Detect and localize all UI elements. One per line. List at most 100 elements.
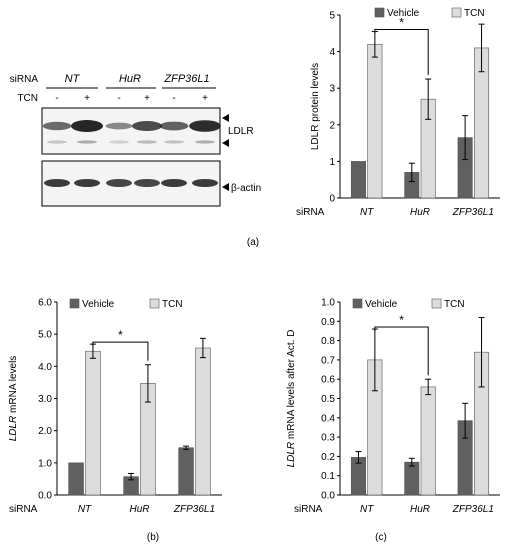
y-tick-label: 5.0 <box>38 330 52 341</box>
y-tick-label: 0.6 <box>321 375 335 386</box>
y-tick-label: 0.1 <box>321 471 335 482</box>
chart-c-mrna-after-actd: 0.0 0.1 0.2 0.3 0.4 0.5 0.6 0.7 0.8 0.9 1.0 LDLR mR… <box>286 298 500 515</box>
y-tick-label: 0 <box>329 194 335 205</box>
panel-label-b: (b) <box>147 532 159 543</box>
legend-swatch-vehicle <box>374 7 385 18</box>
y-tick-label: 1.0 <box>321 298 335 309</box>
x-axis-label: siRNA <box>294 504 323 515</box>
actin-band <box>74 179 100 187</box>
bar-vehicle-hur <box>404 461 420 496</box>
y-tick-label: 0.3 <box>321 433 335 444</box>
y-tick-label: 0.5 <box>321 394 335 405</box>
y-tick-label: 0.2 <box>321 452 335 463</box>
significance-star: * <box>399 15 404 29</box>
blot-group-label-zfp36l1: ZFP36L1 <box>163 73 209 85</box>
legend-label-vehicle: Vehicle <box>365 299 398 310</box>
significance-bracket <box>374 326 429 376</box>
blot-tcn-label: TCN <box>17 93 38 104</box>
y-tick-label: 0.0 <box>321 491 335 502</box>
legend-label-tcn: TCN <box>464 8 485 19</box>
bar-tcn-hur <box>420 386 436 496</box>
panel-label-c: (c) <box>375 532 387 543</box>
actin-band <box>192 179 218 187</box>
x-category-label: ZFP36L1 <box>452 207 494 218</box>
blot-group-label-hur: HuR <box>119 73 141 85</box>
blot-ldlr-panel <box>41 107 221 155</box>
actin-arrow <box>222 183 229 191</box>
x-category-label: ZFP36L1 <box>173 504 215 515</box>
y-tick-label: 6.0 <box>38 298 52 309</box>
ldlr-band <box>71 120 103 132</box>
y-tick-label: 2 <box>329 120 335 131</box>
bar-vehicle-nt <box>350 161 366 199</box>
y-axis-label: LDLR mRNA levels <box>8 356 19 442</box>
x-category-label: NT <box>78 504 92 515</box>
x-category-label: HuR <box>410 207 430 218</box>
bar-tcn-nt <box>85 350 101 496</box>
x-axis-label: siRNA <box>9 504 38 515</box>
ldlr-band <box>159 121 189 131</box>
blot-actin-label: β-actin <box>231 183 261 194</box>
legend-swatch-tcn <box>431 298 442 309</box>
ldlr-band-lower <box>195 140 215 144</box>
y-tick-label: 1.0 <box>38 458 52 469</box>
bar-tcn-nt <box>367 43 383 199</box>
bar-vehicle-zfp36l1 <box>178 447 194 496</box>
y-axis-label: LDLR protein levels <box>310 63 321 150</box>
x-category-label: HuR <box>129 504 149 515</box>
ldlr-band <box>42 121 72 131</box>
y-tick-label: 0.0 <box>38 491 52 502</box>
ldlr-band <box>189 120 221 132</box>
western-blot: siRNA TCN NT HuR ZFP36L1 - + - + - + LDLR β-a… <box>10 73 261 207</box>
y-tick-label: 4.0 <box>38 362 52 373</box>
legend-swatch-tcn <box>149 298 160 309</box>
legend-swatch-vehicle <box>69 298 80 309</box>
legend-swatch-tcn <box>451 7 462 18</box>
significance-bracket <box>374 28 429 76</box>
legend-label-tcn: TCN <box>162 299 183 310</box>
legend-swatch-vehicle <box>352 298 363 309</box>
blot-ldlr-bands <box>42 120 221 144</box>
ldlr-band-lower <box>47 140 67 144</box>
blot-tcn-sign: - <box>55 93 58 104</box>
y-tick-label: 5 <box>329 11 335 22</box>
y-tick-label: 2.0 <box>38 426 52 437</box>
ldlr-band-lower <box>137 140 157 144</box>
blot-tcn-sign: + <box>202 93 208 104</box>
blot-tcn-sign: + <box>144 93 150 104</box>
x-category-label: NT <box>360 504 374 515</box>
y-tick-label: 0.9 <box>321 317 335 328</box>
x-category-label: ZFP36L1 <box>452 504 494 515</box>
blot-tcn-signs: - + - + - + <box>55 93 208 104</box>
legend-label-vehicle: Vehicle <box>387 8 420 19</box>
y-tick-label: 3.0 <box>38 394 52 405</box>
significance-bracket <box>92 341 149 361</box>
blot-group-label-nt: NT <box>65 73 81 85</box>
y-tick-label: 0.4 <box>321 413 335 424</box>
legend-label-tcn: TCN <box>444 299 465 310</box>
y-axis-label: LDLR mRNA levels after Act. D <box>286 330 297 468</box>
actin-band <box>44 179 70 187</box>
blot-tcn-sign: - <box>172 93 175 104</box>
actin-band <box>106 179 132 187</box>
y-tick-label: 0.7 <box>321 355 335 366</box>
chart-b-mrna-levels: 0.0 1.0 2.0 3.0 4.0 5.0 6.0 LDLR mRNA levels NT H… <box>8 298 222 515</box>
significance-star: * <box>118 328 123 342</box>
actin-band <box>161 179 187 187</box>
y-tick-label: 1 <box>329 157 335 168</box>
blot-tcn-sign: + <box>84 93 90 104</box>
ldlr-band <box>105 122 133 130</box>
significance-star: * <box>399 313 404 327</box>
legend-label-vehicle: Vehicle <box>82 299 115 310</box>
ldlr-arrow-lower <box>222 139 229 147</box>
x-category-label: NT <box>360 207 374 218</box>
bar-tcn-zfp36l1 <box>195 347 211 496</box>
chart-a-protein-levels: 0 1 2 3 4 5 LDLR protein levels NT HuR ZFP36L1 siR… <box>296 7 500 218</box>
ldlr-band-lower <box>109 140 129 144</box>
ldlr-arrow-upper <box>222 114 229 122</box>
ldlr-band-lower <box>77 140 97 144</box>
blot-ldlr-label: LDLR <box>228 126 254 137</box>
x-category-label: HuR <box>410 504 430 515</box>
actin-band <box>134 179 160 187</box>
